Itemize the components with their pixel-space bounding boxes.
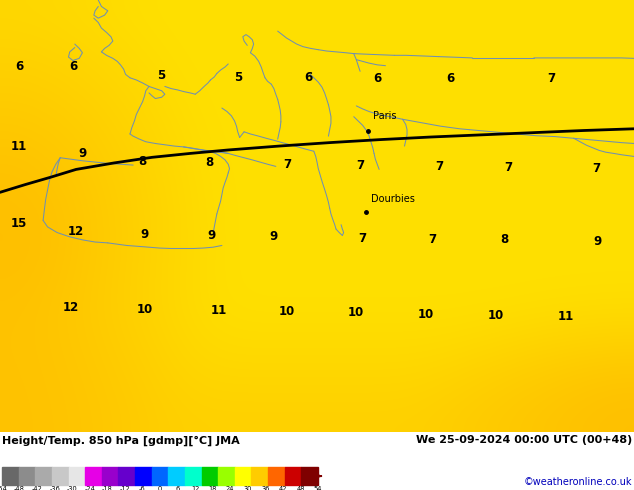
Text: 18: 18: [209, 486, 217, 490]
Text: 7: 7: [429, 233, 436, 246]
Bar: [285, 467, 301, 485]
Text: -24: -24: [84, 486, 95, 490]
Bar: [218, 467, 235, 485]
Bar: [119, 467, 135, 485]
Bar: [85, 467, 102, 485]
Bar: [135, 467, 152, 485]
Text: 7: 7: [505, 161, 512, 174]
Text: 6: 6: [304, 71, 313, 84]
Text: 5: 5: [233, 71, 242, 84]
Bar: [252, 467, 268, 485]
Text: 7: 7: [592, 162, 600, 175]
Text: 8: 8: [205, 156, 214, 169]
Text: 12: 12: [68, 225, 84, 238]
Bar: [202, 467, 218, 485]
Text: 11: 11: [557, 310, 574, 323]
Bar: [2, 467, 18, 485]
Text: 30: 30: [243, 486, 252, 490]
Text: 10: 10: [136, 302, 153, 316]
Text: -6: -6: [139, 486, 146, 490]
Bar: [168, 467, 185, 485]
Bar: [52, 467, 68, 485]
Text: 9: 9: [269, 230, 278, 244]
Text: 7: 7: [436, 160, 443, 173]
Bar: [68, 467, 85, 485]
Text: 6: 6: [446, 72, 455, 85]
Text: 7: 7: [359, 232, 366, 245]
Text: 11: 11: [210, 304, 227, 317]
Text: 9: 9: [140, 228, 149, 241]
Text: 7: 7: [356, 159, 364, 172]
Text: Paris: Paris: [373, 111, 396, 121]
Text: 0: 0: [158, 486, 162, 490]
Bar: [268, 467, 285, 485]
Text: 36: 36: [261, 486, 269, 490]
Text: 42: 42: [278, 486, 287, 490]
Text: 24: 24: [226, 486, 235, 490]
Text: -18: -18: [102, 486, 113, 490]
Text: 11: 11: [11, 141, 27, 153]
Text: 9: 9: [593, 235, 602, 247]
Text: 6: 6: [176, 486, 179, 490]
Text: 15: 15: [11, 218, 27, 230]
Text: 7: 7: [548, 72, 555, 85]
Text: 12: 12: [63, 301, 79, 314]
Bar: [301, 467, 318, 485]
Bar: [235, 467, 252, 485]
Text: 10: 10: [348, 306, 365, 319]
Text: 6: 6: [68, 60, 77, 74]
Text: -36: -36: [49, 486, 60, 490]
Text: -12: -12: [120, 486, 130, 490]
Bar: [102, 467, 119, 485]
Text: 8: 8: [138, 155, 147, 168]
Text: 7: 7: [283, 158, 291, 171]
Text: 48: 48: [296, 486, 305, 490]
Text: 10: 10: [418, 308, 434, 320]
Text: 6: 6: [373, 72, 382, 85]
Text: 5: 5: [157, 69, 166, 82]
Text: -42: -42: [32, 486, 42, 490]
Text: 54: 54: [314, 486, 322, 490]
Bar: [152, 467, 168, 485]
Text: 9: 9: [207, 229, 216, 242]
Text: 8: 8: [500, 233, 508, 246]
Text: 10: 10: [488, 309, 504, 322]
Text: Height/Temp. 850 hPa [gdmp][°C] JMA: Height/Temp. 850 hPa [gdmp][°C] JMA: [2, 435, 240, 445]
Text: 9: 9: [78, 147, 87, 160]
Text: -30: -30: [67, 486, 77, 490]
Text: -54: -54: [0, 486, 8, 490]
Text: Dourbies: Dourbies: [371, 194, 415, 204]
Bar: [36, 467, 52, 485]
Bar: [185, 467, 202, 485]
Text: ©weatheronline.co.uk: ©weatheronline.co.uk: [524, 477, 632, 487]
Text: 6: 6: [15, 60, 23, 74]
Bar: [18, 467, 36, 485]
Text: -48: -48: [14, 486, 25, 490]
Text: 12: 12: [191, 486, 199, 490]
Text: We 25-09-2024 00:00 UTC (00+48): We 25-09-2024 00:00 UTC (00+48): [416, 435, 632, 445]
Text: 10: 10: [279, 305, 295, 318]
